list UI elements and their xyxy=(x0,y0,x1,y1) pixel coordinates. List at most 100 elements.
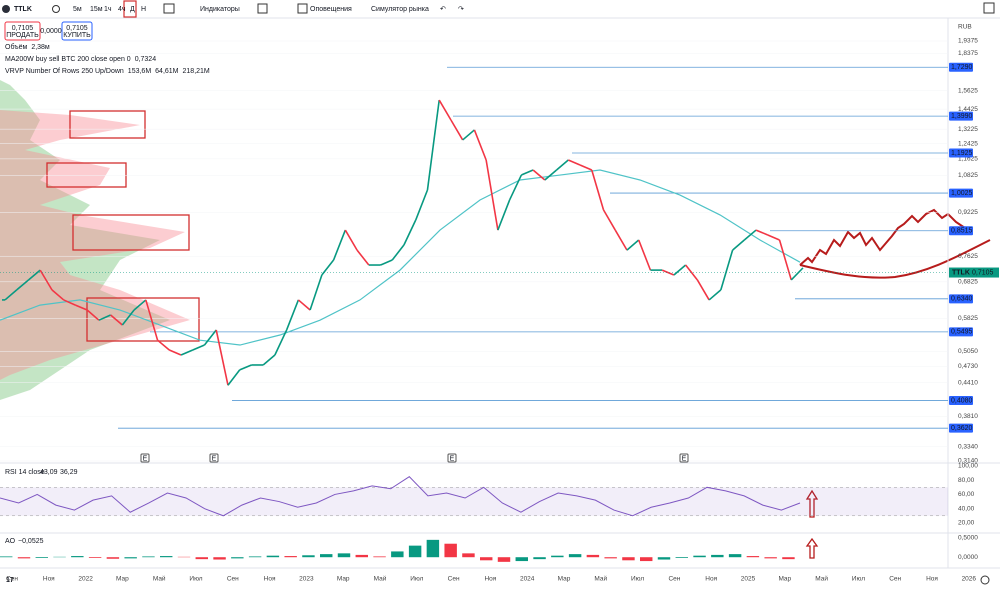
price-segment xyxy=(673,264,687,276)
interval[interactable]: Н xyxy=(141,6,146,13)
interval[interactable]: 15м xyxy=(90,6,103,13)
sell-button[interactable] xyxy=(4,21,41,41)
redo[interactable]: ↷ xyxy=(458,6,464,13)
level-label: 0,5495 xyxy=(951,329,973,336)
time-label: Сен xyxy=(6,576,18,583)
undo[interactable]: ↶ xyxy=(440,6,446,13)
ao-bar xyxy=(426,539,440,558)
event-marker[interactable] xyxy=(140,453,150,463)
ao-bar xyxy=(124,557,137,559)
ao-bar xyxy=(337,553,351,558)
y-tick-label: 1,8375 xyxy=(958,50,978,57)
ao-bar xyxy=(284,556,297,558)
ao-bar xyxy=(462,553,475,558)
replay-button[interactable]: Симулятор рынка xyxy=(371,6,429,13)
level-label: 0,4080 xyxy=(951,397,973,404)
time-label: Ноя xyxy=(484,576,496,583)
rsi-tick-label: 100,00 xyxy=(958,463,978,470)
ao-bar xyxy=(35,557,48,558)
level-label: 1,3990 xyxy=(951,113,973,120)
chart-type-icon[interactable] xyxy=(163,3,175,14)
ao-bar xyxy=(320,554,333,558)
ao-bar xyxy=(88,557,102,558)
layout-icon[interactable] xyxy=(257,3,268,14)
ao-bar xyxy=(195,557,208,560)
y-tick-label: 0,3140 xyxy=(958,458,978,465)
price-segment xyxy=(755,229,769,236)
legend-name: Объём xyxy=(5,43,27,51)
event-marker[interactable] xyxy=(679,453,689,463)
add-symbol[interactable] xyxy=(52,5,60,13)
price-segment xyxy=(356,249,370,266)
rsi-tick-label: 60,00 xyxy=(958,491,975,498)
price-segment xyxy=(75,304,88,311)
time-label: Мар xyxy=(337,576,350,583)
level-label: 0,8515 xyxy=(951,228,973,235)
price-segment xyxy=(708,289,722,301)
price-segment xyxy=(579,164,593,171)
price-segment xyxy=(192,344,205,351)
time-label: Сен xyxy=(889,576,901,583)
ao-bar xyxy=(764,557,777,559)
time-label: Мар xyxy=(558,576,571,583)
price-segment xyxy=(626,239,640,251)
indicators-button[interactable]: Индикаторы xyxy=(200,6,240,13)
window-icon[interactable] xyxy=(983,2,995,14)
ao-bar xyxy=(408,545,422,558)
rsi-tick-label: 80,00 xyxy=(958,477,975,484)
time-label: Июл xyxy=(189,576,202,583)
last-price-tag xyxy=(949,267,999,278)
interval[interactable]: 1ч xyxy=(104,6,112,13)
y-tick-label: 0,7625 xyxy=(958,253,978,260)
spread: 0,0000 xyxy=(40,28,62,35)
y-tick-label: 1,1625 xyxy=(958,156,978,163)
y-tick-label: 0,5825 xyxy=(958,315,978,322)
level-tag xyxy=(949,62,973,72)
ao-reading: −0,0525 xyxy=(18,538,44,545)
ao-bar xyxy=(355,554,368,558)
event-marker[interactable] xyxy=(447,453,457,463)
alert-icon[interactable] xyxy=(297,3,308,14)
price-segment xyxy=(262,354,276,366)
ao-bar xyxy=(711,554,724,558)
price-segment xyxy=(86,309,100,321)
sell-label[interactable]: ПРОДАТЬ xyxy=(6,32,39,39)
y-tick-label: 1,2425 xyxy=(958,140,978,147)
settings-icon[interactable] xyxy=(980,575,990,585)
event-marker[interactable] xyxy=(209,453,219,463)
y-tick-label: 1,9375 xyxy=(958,38,978,45)
interval[interactable]: 4ч xyxy=(118,6,126,13)
y-tick-label: 1,5625 xyxy=(958,87,978,94)
event-label: E xyxy=(143,455,148,462)
last-price-label: 0,7105 xyxy=(972,269,994,276)
forecast-drawing xyxy=(799,208,991,279)
ao-bar xyxy=(515,557,528,562)
price-segment xyxy=(602,209,616,231)
price-segment xyxy=(521,169,534,176)
ao-bar xyxy=(604,557,617,559)
buy-label[interactable]: КУПИТЬ xyxy=(63,32,91,39)
price-segment xyxy=(462,129,475,141)
level-label: 0,6340 xyxy=(951,296,973,303)
sell-price[interactable]: 0,7105 xyxy=(12,25,34,32)
buy-price[interactable]: 0,7105 xyxy=(66,25,88,32)
symbol-icon[interactable] xyxy=(2,5,10,13)
buy-button[interactable] xyxy=(61,21,93,41)
price-segment xyxy=(414,189,429,221)
interval[interactable]: Д xyxy=(130,6,135,13)
symbol[interactable]: TTLK xyxy=(14,6,32,13)
price-segment xyxy=(121,309,135,326)
price-segment xyxy=(274,329,288,356)
ao-bar xyxy=(551,555,564,558)
logo[interactable]: 17 xyxy=(6,577,14,584)
ao-bar xyxy=(302,555,315,558)
time-label: Ноя xyxy=(264,576,276,583)
price-segment xyxy=(590,169,605,211)
price-segment xyxy=(544,169,558,181)
price-segment xyxy=(215,329,229,386)
alerts-button[interactable]: Оповещения xyxy=(310,6,352,13)
ao-bar xyxy=(248,556,262,558)
price-segment xyxy=(133,299,147,311)
rsi-line xyxy=(0,476,801,517)
interval[interactable]: 5м xyxy=(73,6,82,13)
